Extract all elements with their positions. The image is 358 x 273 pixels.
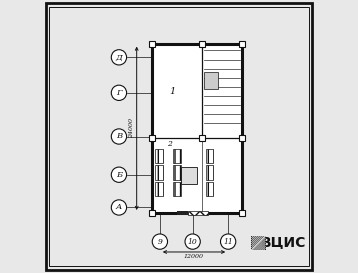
Circle shape — [221, 234, 236, 249]
Bar — [177, 211, 188, 215]
Bar — [173, 149, 181, 163]
Bar — [188, 211, 208, 215]
Bar — [199, 135, 205, 141]
Text: 2: 2 — [167, 140, 172, 149]
Bar — [206, 149, 213, 163]
Text: 9: 9 — [158, 238, 162, 246]
Bar — [180, 167, 197, 184]
Text: 12000: 12000 — [184, 254, 204, 259]
Circle shape — [185, 234, 200, 249]
Bar — [251, 236, 266, 250]
Circle shape — [111, 200, 127, 215]
Bar — [173, 182, 181, 196]
Bar — [206, 182, 213, 196]
Bar — [152, 44, 242, 213]
Text: 24000: 24000 — [129, 118, 134, 138]
Bar — [239, 135, 245, 141]
Circle shape — [111, 50, 127, 65]
Circle shape — [152, 234, 168, 249]
Circle shape — [111, 129, 127, 144]
Text: ВЦИС: ВЦИС — [261, 235, 306, 250]
Bar — [203, 72, 218, 89]
Text: В: В — [116, 132, 122, 141]
Bar — [149, 210, 155, 216]
Circle shape — [111, 167, 127, 182]
Bar — [155, 149, 163, 163]
Bar — [199, 41, 205, 47]
Bar — [149, 41, 155, 47]
Circle shape — [111, 85, 127, 100]
Bar — [239, 210, 245, 216]
Text: Г: Г — [116, 89, 122, 97]
Bar — [155, 165, 163, 180]
Bar — [173, 165, 181, 180]
Bar — [155, 182, 163, 196]
Bar — [206, 165, 213, 180]
Bar — [239, 41, 245, 47]
Text: 11: 11 — [223, 238, 233, 246]
Text: Д: Д — [116, 53, 122, 61]
Bar — [152, 44, 242, 213]
Text: Б: Б — [116, 171, 122, 179]
Text: А: А — [116, 203, 122, 212]
Text: 1: 1 — [169, 87, 175, 96]
Bar — [149, 135, 155, 141]
Text: 10: 10 — [188, 238, 198, 246]
